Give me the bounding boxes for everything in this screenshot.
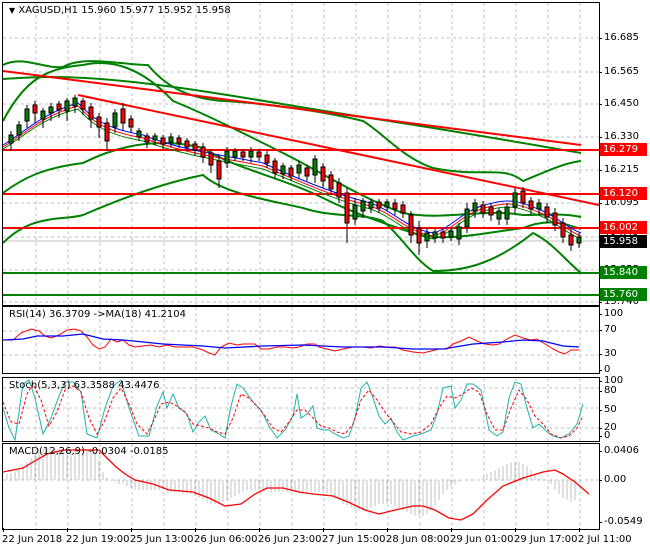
time-tick: 22 Jun 2018 <box>2 534 63 545</box>
stochastic-canvas <box>3 378 599 441</box>
price-tick: 16.215 <box>599 164 639 175</box>
stoch-tick: 20 <box>599 422 617 433</box>
price-tick: 16.685 <box>599 32 639 43</box>
rsi-label: RSI(14) 36.3709 ->MA(18) 41.2104 <box>9 309 186 320</box>
time-tick: 22 Jun 19:00 <box>66 534 130 545</box>
time-tick: 28 Jun 08:00 <box>386 534 450 545</box>
time-tick: 26 Jun 23:00 <box>258 534 322 545</box>
rsi-tick: 70 <box>599 324 617 335</box>
stochastic-pane[interactable]: Stoch(5,3,3) 63.3588 43.4476 <box>2 377 600 442</box>
price-tick: 16.450 <box>599 98 639 109</box>
macd-axis: 0.0406 0.00 -0.0549 <box>598 443 650 528</box>
level-tag-support: 15.760 <box>600 288 647 301</box>
time-tick: 26 Jun 06:00 <box>194 534 258 545</box>
rsi-ma-line <box>3 333 580 350</box>
stochastic-label: Stoch(5,3,3) 63.3588 43.4476 <box>9 380 160 391</box>
macd-canvas <box>3 444 599 529</box>
price-tick: 16.330 <box>599 131 639 142</box>
candlesticks <box>8 95 582 255</box>
rsi-pane[interactable]: RSI(14) 36.3709 ->MA(18) 41.2104 <box>2 306 600 374</box>
triangle-down-icon[interactable]: ▼ <box>9 6 16 15</box>
price-tick: 15.740 <box>599 296 639 307</box>
macd-histogram <box>6 449 576 516</box>
chart-title: ▼ XAGUSD,H1 15.960 15.977 15.952 15.958 <box>9 5 231 16</box>
rsi-canvas <box>3 307 599 373</box>
price-chart-pane[interactable]: ▼ XAGUSD,H1 15.960 15.977 15.952 15.958 <box>2 2 600 306</box>
level-tag-support: 15.840 <box>600 266 647 279</box>
horizontal-levels <box>3 149 599 296</box>
rsi-tick: 0 <box>598 364 611 375</box>
time-tick: 29 Jun 01:00 <box>450 534 514 545</box>
rsi-tick: 100 <box>598 308 624 319</box>
level-tag-resistance: 16.120 <box>600 187 647 200</box>
price-grid <box>3 3 599 305</box>
price-chart-canvas <box>3 3 599 305</box>
stoch-tick: 50 <box>599 404 617 415</box>
price-tick: 16.565 <box>599 66 639 77</box>
time-tick: 25 Jun 13:00 <box>130 534 194 545</box>
macd-label: MACD(12,26,9) -0.0304 -0.0185 <box>9 446 169 457</box>
stoch-tick: 100 <box>598 375 624 386</box>
macd-tick: -0.0549 <box>599 516 643 527</box>
time-tick: 2 Jul 11:00 <box>578 534 632 545</box>
price-tick: 16.095 <box>599 197 639 208</box>
level-tag-resistance: 16.002 <box>600 221 647 234</box>
macd-pane[interactable]: MACD(12,26,9) -0.0304 -0.0185 <box>2 443 600 530</box>
time-tick: 27 Jun 15:00 <box>322 534 386 545</box>
time-tick: 29 Jun 17:00 <box>514 534 578 545</box>
level-tag-resistance: 16.279 <box>600 143 647 156</box>
stoch-d-line <box>3 382 584 439</box>
rsi-axis: 100 70 30 0 <box>598 306 650 375</box>
macd-tick: 0.00 <box>598 474 627 485</box>
symbol-ohlc: XAGUSD,H1 15.960 15.977 15.952 15.958 <box>18 5 231 16</box>
macd-tick: 0.0406 <box>599 445 639 456</box>
stoch-k-line <box>3 379 584 441</box>
rsi-tick: 30 <box>599 348 617 359</box>
rsi-line <box>3 328 579 356</box>
time-axis: 22 Jun 2018 22 Jun 19:00 25 Jun 13:00 26… <box>0 528 650 550</box>
stochastic-axis: 100 80 50 20 0 <box>598 375 650 441</box>
stoch-tick: 0 <box>598 430 611 441</box>
price-axis: 16.685 16.565 16.450 16.330 16.215 16.09… <box>599 2 650 307</box>
macd-signal-line <box>3 449 590 521</box>
current-price-tag: 15.958 <box>600 235 647 248</box>
stoch-tick: 80 <box>599 385 617 396</box>
